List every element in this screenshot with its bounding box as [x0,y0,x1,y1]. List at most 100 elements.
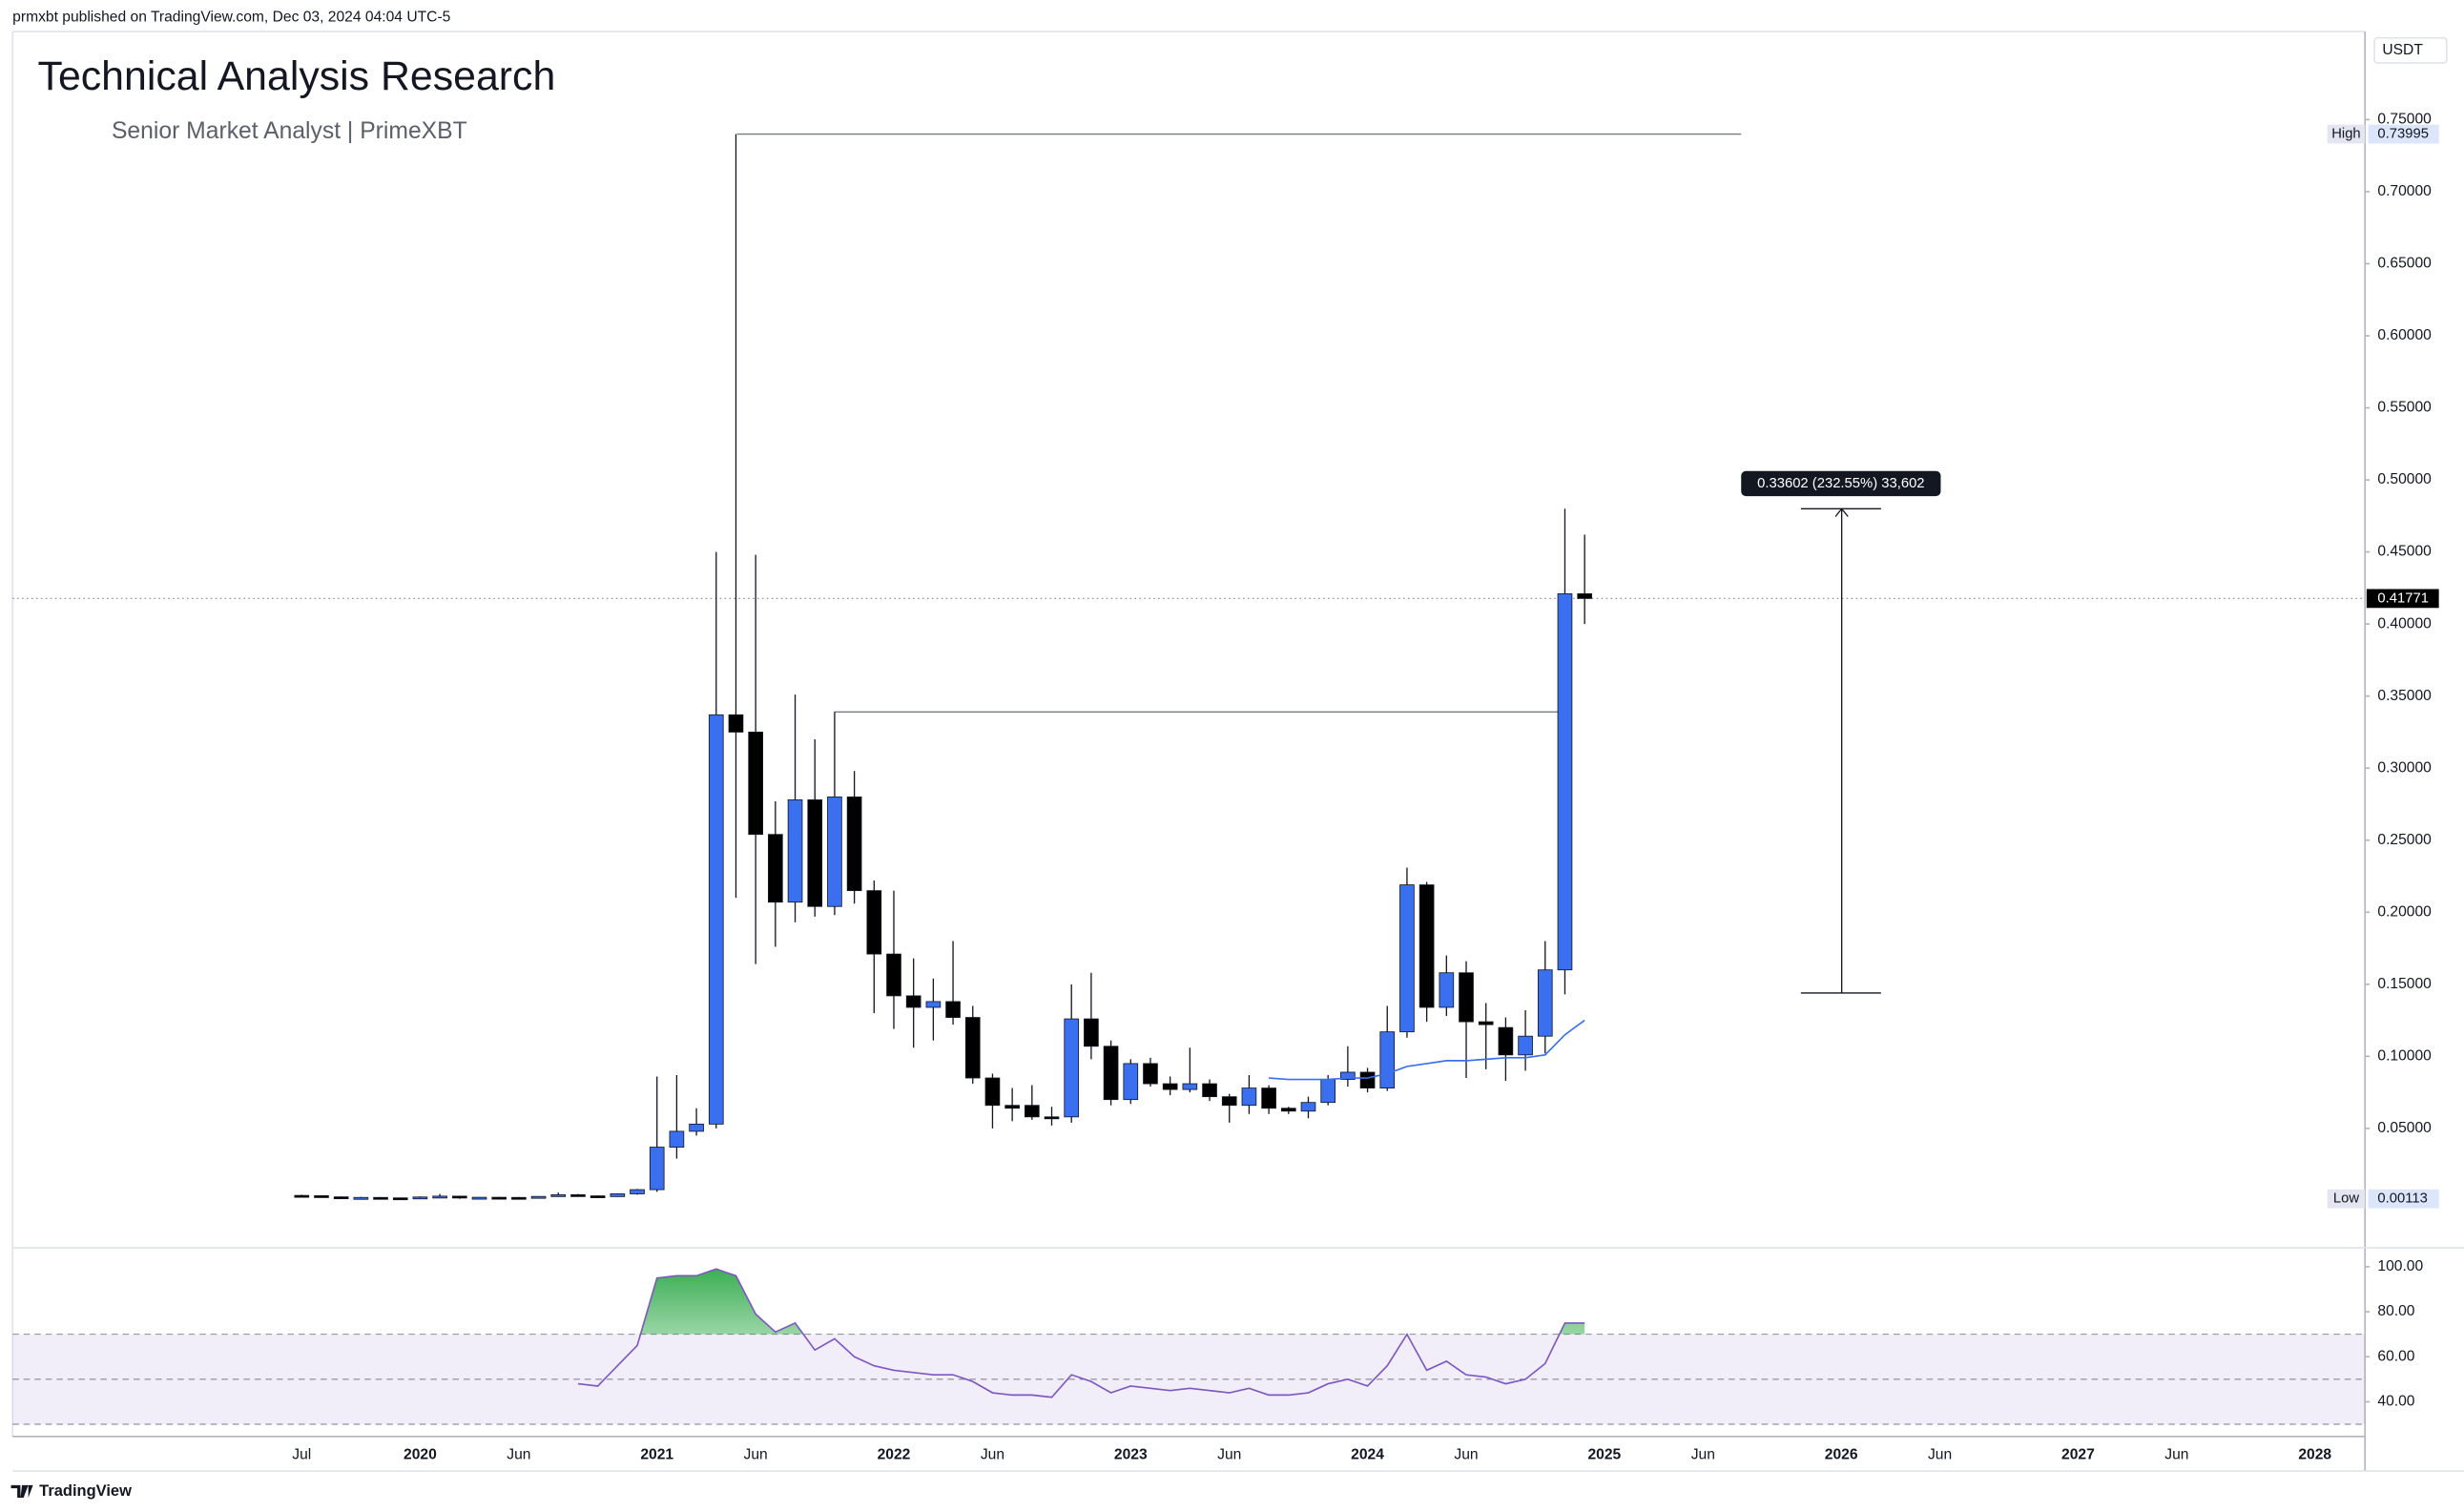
x-tick-label: Jun [1691,1447,1715,1463]
y-tick-label: 0.30000 [2377,759,2432,776]
candle-body [768,834,783,903]
candle-body [1280,1108,1296,1112]
overlay-line [1269,1019,1585,1081]
low-value-box [2368,1189,2439,1209]
y-tick-label: 0.70000 [2377,183,2432,199]
candle-body [1359,1071,1376,1088]
candle-body [807,799,823,907]
x-tick-label: 2025 [1587,1447,1621,1463]
x-tick-label: 2027 [2061,1447,2095,1463]
x-tick-label: 2022 [878,1447,911,1463]
rsi-y-tick-label: 40.00 [2377,1394,2414,1410]
currency-box[interactable] [2373,36,2448,64]
candle-body [314,1195,329,1198]
candle-body [1202,1083,1217,1098]
x-tick-label: Jun [1454,1447,1478,1463]
x-tick-label: Jun [507,1447,530,1463]
candle-body [1241,1087,1257,1107]
rsi-y-tick-label: 60.00 [2377,1348,2414,1364]
candle-body [728,714,744,733]
published-note: prmxbt published on TradingView.com, Dec… [12,9,450,25]
candle-body [471,1196,487,1200]
candle-body [1004,1105,1020,1109]
candle-body [1379,1031,1396,1088]
y-tick-label: 0.10000 [2377,1047,2432,1064]
low-value: 0.00113 [2377,1191,2427,1207]
candle-body [610,1193,626,1197]
candle-body [432,1195,447,1199]
x-tick-label: Jun [744,1447,768,1463]
candle-body [590,1195,606,1198]
candle-body [373,1196,388,1200]
candle-body [412,1196,428,1200]
candle-body [1300,1102,1316,1112]
high-value-box [2368,124,2439,144]
candle-body [984,1077,1001,1107]
chart-title: Technical Analysis Research [38,53,556,99]
candle-body [886,953,901,997]
candle-body [1084,1018,1099,1047]
x-tick-label: Jun [1928,1447,1952,1463]
candle-body [1518,1035,1533,1056]
x-tick-label: Jul [292,1447,311,1463]
candle-body [451,1195,467,1199]
candle-body [630,1189,645,1194]
y-tick-label: 0.75000 [2377,112,2432,128]
y-tick-label: 0.35000 [2377,688,2432,704]
candle-body [1498,1026,1514,1056]
candle-body [748,732,763,836]
x-tick-label: 2026 [1825,1447,1858,1463]
candle-body [1478,1021,1494,1025]
candle-body [708,714,724,1125]
measure-label-box [1741,470,1941,497]
candle-body [866,890,882,955]
candle-body [1537,969,1553,1037]
candle-body [1064,1018,1080,1118]
y-tick-label: 0.05000 [2377,1120,2432,1136]
candle-body [905,995,921,1008]
y-tick-label: 0.25000 [2377,832,2432,848]
x-tick-label: Jun [2164,1447,2188,1463]
rsi-y-tick-label: 80.00 [2377,1303,2414,1319]
y-tick-label: 0.60000 [2377,327,2432,343]
candle-body [964,1017,981,1079]
currency[interactable]: USDT [2382,42,2423,58]
candle-body [511,1196,527,1200]
candle-body [570,1193,586,1197]
candle-body [846,797,862,892]
candle-body [491,1196,507,1200]
x-tick-label: 2020 [404,1447,437,1463]
candle-body [1182,1083,1198,1090]
x-tick-label: 2021 [640,1447,673,1463]
candle-body [353,1196,369,1200]
candle-body [1025,1105,1040,1118]
x-tick-label: 2024 [1351,1447,1384,1463]
x-tick-label: 2023 [1114,1447,1148,1463]
candle-body [649,1147,665,1191]
y-tick-label: 0.20000 [2377,903,2432,920]
candle-body [1162,1083,1178,1090]
high-value: 0.73995 [2377,126,2429,141]
candle-body [827,797,842,907]
candle-body [787,799,803,903]
candle-body [392,1197,408,1201]
y-tick-label: 0.15000 [2377,976,2432,992]
candle-body [294,1194,310,1198]
footer-brand: TradingView [39,1482,132,1500]
candle-body [530,1195,547,1199]
candle-body [333,1196,349,1200]
candle-body [1399,884,1415,1033]
x-tick-label: Jun [1217,1447,1241,1463]
candle-body [1418,884,1435,1008]
candle-body [1261,1087,1276,1109]
candle-body [1557,593,1573,971]
y-tick-label: 0.40000 [2377,615,2432,632]
candle-body [1320,1079,1336,1104]
measure-arrow [1834,507,1849,517]
y-tick-label: 0.45000 [2377,544,2432,560]
rsi-line [577,1268,1585,1398]
candle-body [550,1193,567,1197]
